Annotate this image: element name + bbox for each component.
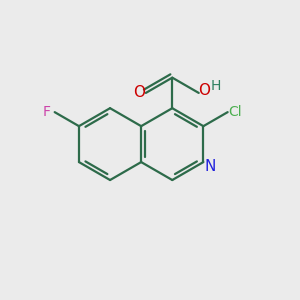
Text: F: F (42, 105, 50, 119)
Text: N: N (205, 159, 216, 174)
Text: H: H (211, 80, 221, 93)
Text: Cl: Cl (228, 105, 242, 119)
Text: O: O (198, 83, 210, 98)
Text: O: O (134, 85, 146, 100)
